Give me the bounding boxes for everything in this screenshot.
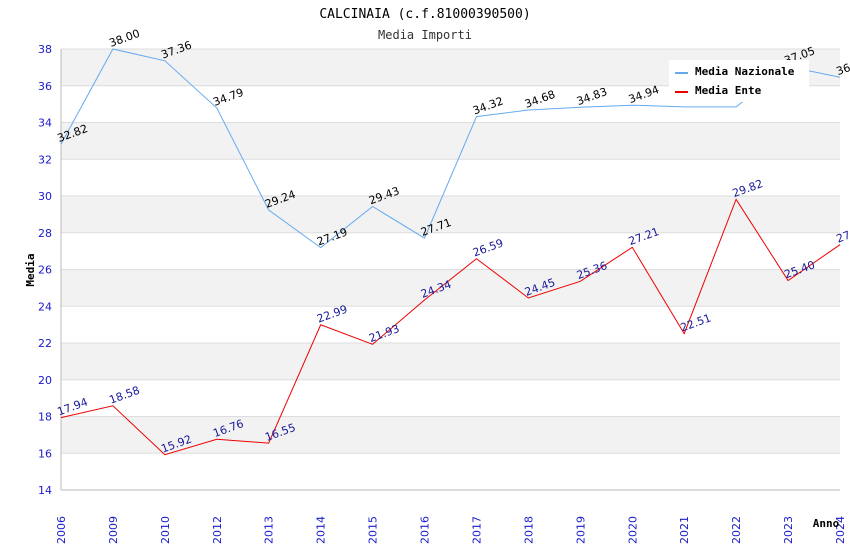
y-tick-labels: 14 16 18 20 22 24 26 28 30 32 34 36 38 bbox=[38, 43, 52, 497]
x-tick-label: 2023 bbox=[782, 516, 795, 544]
x-tick-label: 2009 bbox=[107, 516, 120, 544]
x-tick-label: 2022 bbox=[730, 516, 743, 544]
series-line-media-ente bbox=[60, 198, 841, 456]
series-line-media-nazionale bbox=[60, 48, 841, 249]
grid-band bbox=[61, 232, 840, 270]
legend: Media Nazionale Media Ente bbox=[669, 60, 809, 102]
y-tick-label: 28 bbox=[38, 227, 52, 240]
grid-band bbox=[61, 269, 840, 307]
grid-band bbox=[61, 379, 840, 417]
x-tick-label: 2006 bbox=[55, 516, 68, 544]
grid-band bbox=[61, 196, 840, 233]
chart-subtitle: Media Importi bbox=[378, 28, 472, 42]
x-tick-label: 2015 bbox=[367, 516, 380, 544]
grid-bands bbox=[61, 48, 840, 491]
y-tick-label: 26 bbox=[38, 264, 52, 277]
y-tick-label: 30 bbox=[38, 190, 52, 203]
y-tick-label: 16 bbox=[38, 447, 52, 460]
grid-band bbox=[61, 343, 840, 380]
y-axis-label: Media bbox=[24, 253, 37, 286]
x-tick-label: 2017 bbox=[470, 516, 483, 544]
y-tick-label: 32 bbox=[38, 153, 52, 166]
axes bbox=[60, 49, 840, 491]
series-lines bbox=[60, 48, 841, 456]
chart-title: CALCINAIA (c.f.81000390500) bbox=[319, 7, 530, 22]
grid-band bbox=[61, 453, 840, 490]
x-tick-label: 2019 bbox=[574, 516, 587, 544]
x-tick-labels: 2006 2009 2010 2012 2013 2014 2015 2016 2017 2018… bbox=[55, 516, 847, 544]
x-tick-label: 2020 bbox=[626, 516, 639, 544]
x-tick-label: 2021 bbox=[678, 516, 691, 544]
x-tick-label: 2014 bbox=[315, 516, 328, 544]
grid-band bbox=[61, 306, 840, 343]
y-tick-label: 36 bbox=[38, 80, 52, 93]
y-tick-label: 22 bbox=[38, 337, 52, 350]
legend-label-media-nazionale: Media Nazionale bbox=[695, 65, 795, 78]
legend-box bbox=[669, 60, 809, 102]
x-tick-label: 2012 bbox=[211, 516, 224, 544]
y-tick-label: 18 bbox=[38, 411, 52, 424]
y-tick-label: 20 bbox=[38, 374, 52, 387]
grid-band bbox=[61, 122, 840, 160]
x-tick-label: 2018 bbox=[522, 516, 535, 544]
x-tick-label: 2010 bbox=[159, 516, 172, 544]
data-label: 38.00 bbox=[108, 27, 142, 50]
x-tick-label: 2016 bbox=[419, 516, 432, 544]
x-axis-label: Anno bbox=[813, 517, 840, 530]
x-tick-label: 2013 bbox=[263, 516, 276, 544]
y-tick-label: 14 bbox=[38, 484, 52, 497]
legend-label-media-ente: Media Ente bbox=[695, 84, 762, 97]
y-tick-label: 24 bbox=[38, 300, 52, 313]
x-tick-label: 2024 bbox=[834, 516, 847, 544]
y-tick-label: 34 bbox=[38, 117, 52, 130]
y-tick-label: 38 bbox=[38, 43, 52, 56]
